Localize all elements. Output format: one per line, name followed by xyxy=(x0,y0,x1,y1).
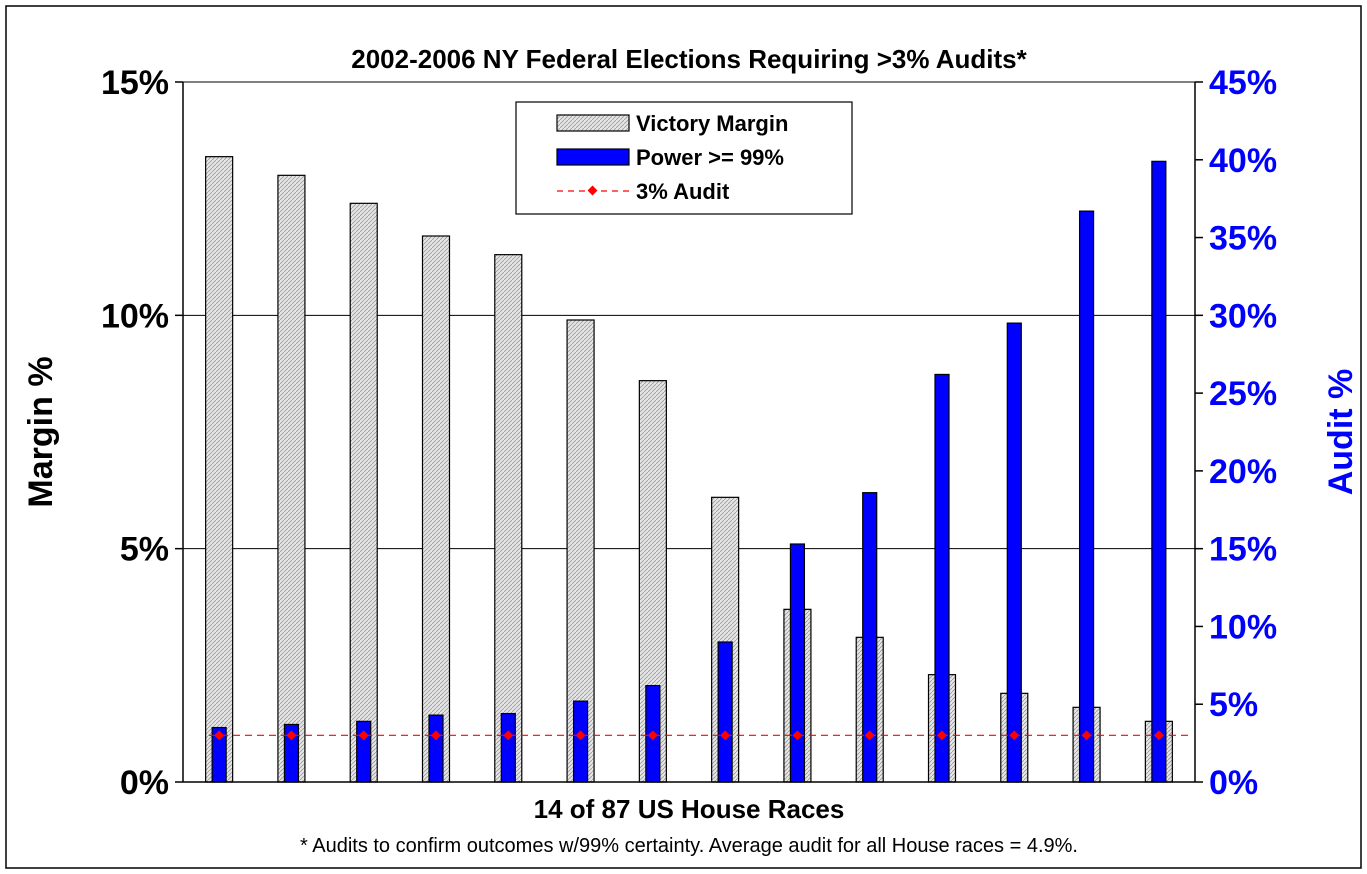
y-tick-right-label: 15% xyxy=(1209,531,1277,569)
y-tick-right-label: 35% xyxy=(1209,220,1277,258)
legend-swatch-audit-marker xyxy=(587,185,598,196)
bar-power xyxy=(1006,322,1022,783)
audit-marker xyxy=(937,730,947,741)
audit-marker xyxy=(1081,730,1092,741)
bar-power xyxy=(789,543,806,783)
legend-label-audit: 3% Audit xyxy=(636,179,730,204)
legend: Victory Margin Power >= 99% 3% Audit xyxy=(515,101,853,215)
legend-swatch-power xyxy=(556,148,630,166)
y-ticks-left: 0% 5% 10% 15% xyxy=(101,64,183,802)
audit-marker xyxy=(720,730,731,741)
y-tick-right-label: 40% xyxy=(1209,142,1277,180)
bar-victory-margin xyxy=(205,156,234,783)
chart-title: 2002-2006 NY Federal Elections Requiring… xyxy=(351,44,1027,74)
audit-marker xyxy=(1153,730,1164,741)
y-tick-right-label: 30% xyxy=(1209,297,1277,335)
bar-power xyxy=(572,700,589,783)
legend-label-power: Power >= 99% xyxy=(636,145,784,170)
y-tick-right-label: 45% xyxy=(1209,64,1277,102)
y-tick-left-label: 5% xyxy=(120,531,169,569)
audit-marker xyxy=(431,730,441,741)
bar-victory-margin xyxy=(421,235,451,783)
y-tick-left-label: 15% xyxy=(101,64,169,102)
bar-victory-margin xyxy=(277,174,306,783)
y-tick-right-label: 20% xyxy=(1209,453,1277,491)
y-tick-left-label: 10% xyxy=(101,297,169,335)
audit-marker xyxy=(214,730,225,741)
bar-power xyxy=(428,714,444,783)
bar-power xyxy=(1078,210,1095,783)
x-axis-label: 14 of 87 US House Races xyxy=(534,794,845,824)
bar-power xyxy=(934,373,950,783)
bar-victory-margin xyxy=(566,319,595,783)
bar-power xyxy=(500,712,516,783)
audit-marker xyxy=(358,730,369,741)
bar-victory-margin xyxy=(494,254,523,783)
audit-marker xyxy=(647,730,658,741)
audit-marker xyxy=(1009,730,1020,741)
legend-label-victory-margin: Victory Margin xyxy=(636,111,788,136)
audit-marker xyxy=(503,730,514,741)
y-axis-label-left: Margin % xyxy=(22,356,60,507)
bar-power xyxy=(717,641,733,783)
y-tick-right-label: 10% xyxy=(1209,608,1277,646)
y-ticks-right: 0% 5% 10% 15% 20% 25% 30% 35% 40% 45% xyxy=(1195,64,1277,802)
y-tick-right-label: 0% xyxy=(1209,764,1258,802)
bar-victory-margin xyxy=(349,202,378,783)
y-tick-left-label: 0% xyxy=(120,764,169,802)
audit-marker xyxy=(286,730,297,741)
bar-power xyxy=(1151,160,1167,783)
legend-swatch-victory-margin xyxy=(556,114,630,132)
y-axis-label-right: Audit % xyxy=(1322,369,1360,496)
audit-line xyxy=(209,730,1189,741)
bars xyxy=(205,156,1173,783)
footnote: * Audits to confirm outcomes w/99% certa… xyxy=(300,835,1078,857)
y-tick-right-label: 5% xyxy=(1209,686,1258,724)
audit-marker xyxy=(575,730,586,741)
y-tick-right-label: 25% xyxy=(1209,375,1277,413)
audit-marker xyxy=(792,730,803,741)
audit-marker xyxy=(864,730,875,741)
